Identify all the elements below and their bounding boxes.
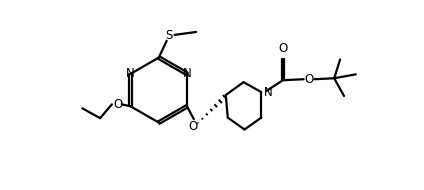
Text: N: N [126,67,134,80]
Text: N: N [183,67,192,80]
Text: O: O [188,120,198,133]
Text: O: O [304,73,313,86]
Text: O: O [278,42,287,55]
Text: S: S [165,29,172,42]
Text: O: O [113,98,123,111]
Text: N: N [264,86,273,99]
